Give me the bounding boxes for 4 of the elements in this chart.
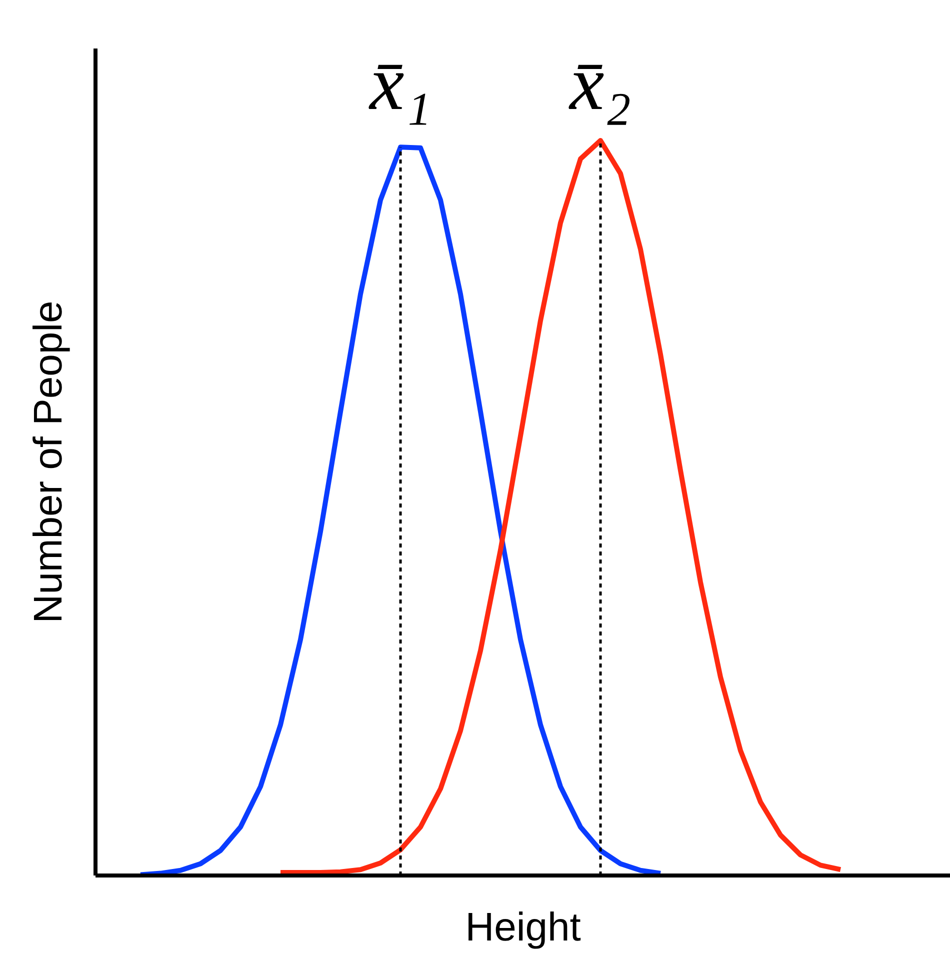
text: x̄₂ <box>568 38 632 126</box>
y-axis-title: Number of People <box>26 300 70 624</box>
x-axis-title: Height <box>465 906 581 950</box>
text: x̄₁ <box>368 38 432 126</box>
